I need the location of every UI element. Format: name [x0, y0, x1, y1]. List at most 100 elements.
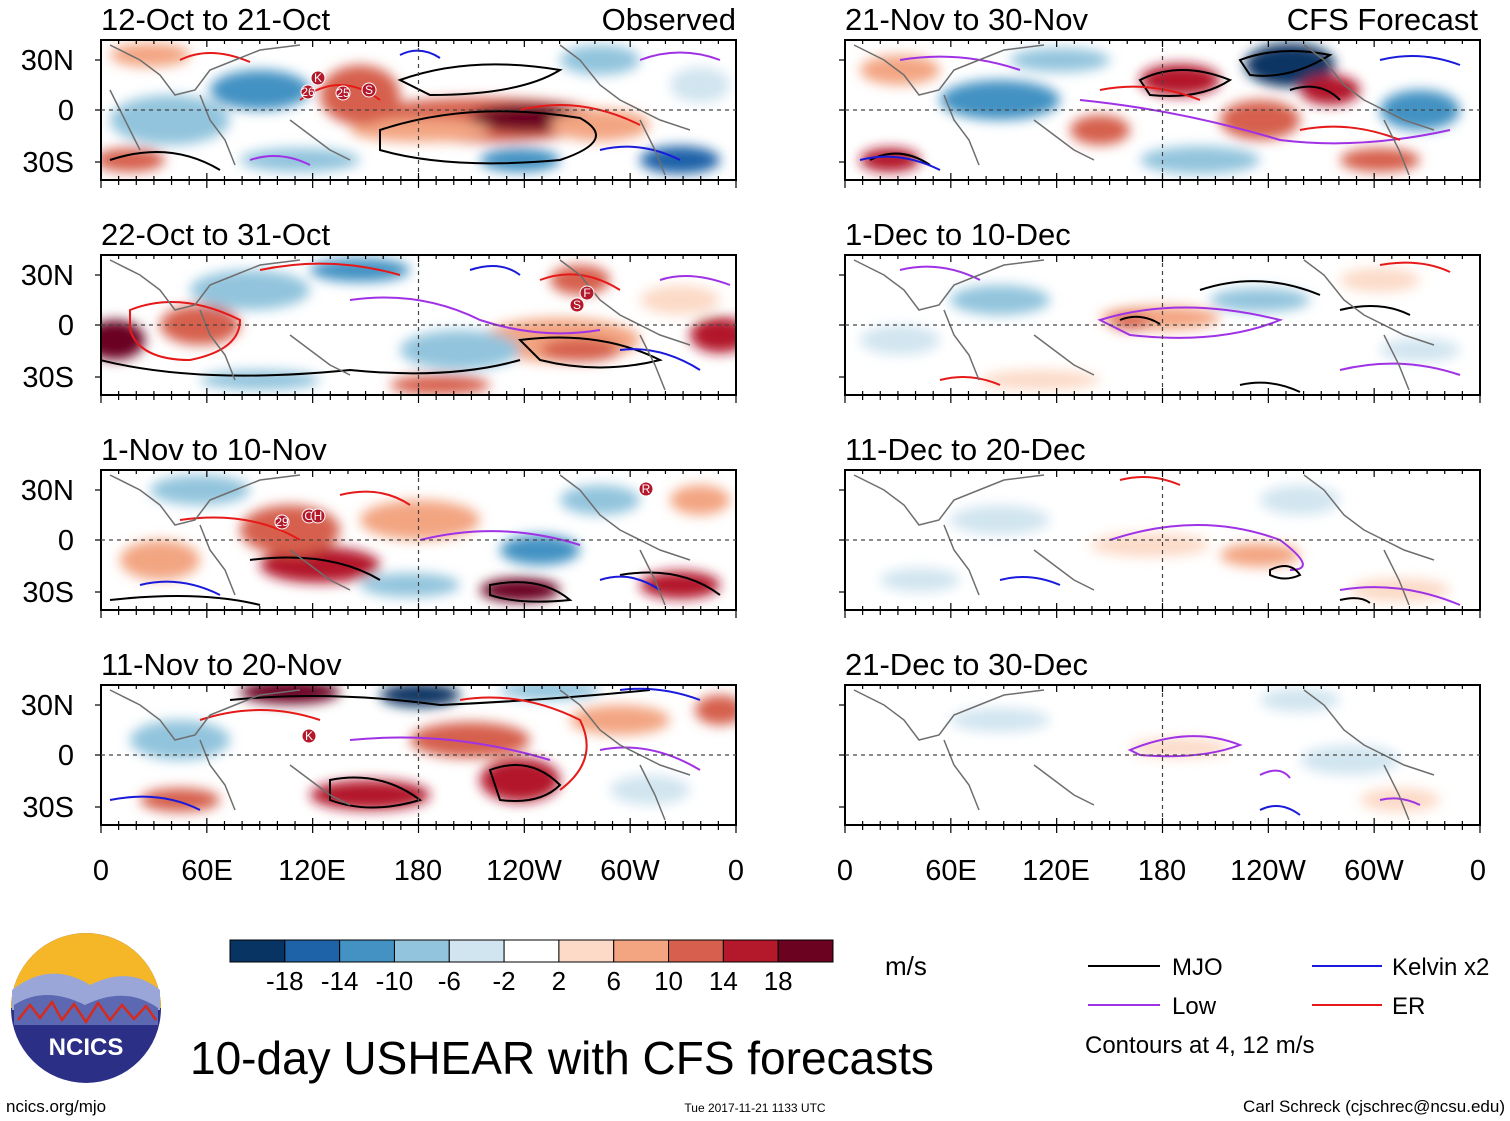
map-panel-5 — [844, 254, 1481, 396]
shear-anomaly-field — [109, 685, 736, 821]
lon-label: 180 — [394, 855, 442, 887]
timestamp: Tue 2017-11-21 1133 UTC — [684, 1101, 826, 1115]
lat-label: 30N — [21, 260, 74, 292]
storm-markers: F S — [569, 285, 595, 313]
colorbar-tick-label: 6 — [606, 966, 620, 996]
colorbar-swatch — [393, 939, 450, 963]
shear-anomaly-field — [109, 474, 730, 606]
figure-title: 10-day USHEAR with CFS forecasts — [190, 1032, 934, 1084]
legend-label-kelvin: Kelvin x2 — [1392, 954, 1489, 981]
author-credit: Carl Schreck (cjschrec@ncsu.edu) — [1243, 1097, 1505, 1116]
colorbar-tick-label: -10 — [376, 966, 414, 996]
panel-title: 22-Oct to 31-Oct — [101, 217, 331, 252]
colorbar-swatch — [668, 939, 724, 963]
storm-marker-label: S — [573, 298, 581, 312]
panel-title: 12-Oct to 21-Oct — [101, 2, 331, 37]
colorbar-swatch — [503, 939, 560, 963]
storm-marker-label: 26 — [301, 85, 315, 99]
storm-marker-label: R — [642, 482, 651, 496]
lon-label: 60W — [600, 855, 660, 887]
lat-label: 30N — [21, 45, 74, 77]
lat-label: 30N — [21, 690, 74, 722]
map-panel-0: K 26 25 S — [100, 39, 737, 181]
lat-label: 0 — [58, 95, 74, 127]
colorbar-tick-label: 18 — [764, 966, 793, 996]
axis-ticks — [95, 40, 1481, 833]
lat-labels: 30N 0 30S 30N 0 30S 30N 0 30S 30N 0 30S — [21, 45, 74, 824]
colorbar-tick-label: 14 — [709, 966, 738, 996]
storm-markers: 29 O H R — [274, 481, 654, 530]
colorbar-tick-label: 2 — [552, 966, 566, 996]
legend-note: Contours at 4, 12 m/s — [1085, 1032, 1314, 1059]
lat-label: 0 — [58, 525, 74, 557]
lon-label: 0 — [728, 855, 744, 887]
colorbar-tick-label: -14 — [321, 966, 359, 996]
map-panel-7 — [844, 684, 1481, 826]
shear-anomaly-field — [101, 258, 736, 395]
colorbar-swatch — [613, 939, 670, 963]
lat-label: 0 — [58, 310, 74, 342]
colorbar-swatch — [448, 939, 505, 963]
lon-label: 120W — [486, 855, 562, 887]
storm-markers: K — [301, 728, 317, 744]
colorbar-tick-label: 10 — [654, 966, 683, 996]
colorbar-swatch — [777, 939, 834, 963]
lon-label: 120W — [1230, 855, 1306, 887]
lat-label: 30S — [22, 147, 74, 179]
lon-labels-left: 0 60E 120E 180 120W 60W 0 — [93, 855, 744, 887]
lat-label: 30S — [22, 577, 74, 609]
panel-title: 11-Dec to 20-Dec — [845, 432, 1086, 467]
colorbar-tick-label: -18 — [266, 966, 304, 996]
shear-anomaly-field — [853, 43, 1461, 176]
map-panel-1: F S — [100, 254, 737, 396]
lon-label: 120E — [1022, 855, 1090, 887]
lon-label: 0 — [93, 855, 109, 887]
legend-label-mjo: MJO — [1172, 954, 1223, 981]
lon-label: 60W — [1344, 855, 1404, 887]
legend: MJO Kelvin x2 Low ER Contours at 4, 12 m… — [1085, 954, 1489, 1059]
ncics-logo: NCICS — [11, 933, 161, 1083]
column-label-observed: Observed — [602, 2, 736, 37]
colorbar-tick-label: -6 — [438, 966, 461, 996]
shear-anomaly-field — [853, 688, 1440, 821]
panel-title: 11-Nov to 20-Nov — [101, 647, 342, 682]
colorbar-swatch — [558, 939, 615, 963]
colorbar-tick-label: -2 — [493, 966, 516, 996]
legend-label-er: ER — [1392, 993, 1425, 1020]
colorbar-swatch — [722, 939, 779, 963]
colorbar-swatch — [229, 939, 286, 963]
panel-title: 21-Dec to 30-Dec — [845, 647, 1088, 682]
map-panel-3: K — [100, 684, 737, 826]
shear-anomaly-field — [853, 474, 1461, 606]
lon-labels-right: 0 60E 120E 180 120W 60W 0 — [837, 855, 1486, 887]
lat-label: 30S — [22, 362, 74, 394]
lon-label: 60E — [925, 855, 977, 887]
map-panel-2: 29 O H R — [100, 469, 737, 611]
storm-markers: K 26 25 S — [300, 70, 377, 101]
lon-label: 0 — [1470, 855, 1486, 887]
storm-marker-label: K — [314, 71, 322, 85]
storm-marker-label: F — [583, 286, 590, 300]
panel-title: 1-Dec to 10-Dec — [845, 217, 1071, 252]
colorbar-units: m/s — [885, 951, 927, 981]
lat-label: 30N — [21, 475, 74, 507]
logo-text: NCICS — [49, 1034, 124, 1061]
lon-label: 0 — [837, 855, 853, 887]
shear-anomaly-field — [101, 43, 730, 176]
lat-label: 0 — [58, 740, 74, 772]
map-panel-6 — [844, 469, 1481, 611]
storm-marker-label: 29 — [275, 515, 289, 529]
storm-marker-label: O — [304, 509, 313, 523]
column-label-forecast: CFS Forecast — [1287, 2, 1479, 37]
lat-label: 30S — [22, 792, 74, 824]
lon-label: 180 — [1138, 855, 1186, 887]
storm-marker-label: S — [365, 83, 373, 97]
storm-marker-label: 25 — [336, 86, 350, 100]
colorbar: -18 -14 -10 -6 -2 2 6 10 14 18 — [229, 939, 834, 996]
lon-label: 120E — [278, 855, 346, 887]
site-url: ncics.org/mjo — [6, 1097, 106, 1116]
panel-title: 21-Nov to 30-Nov — [845, 2, 1088, 37]
colorbar-swatch — [339, 939, 395, 963]
lon-label: 60E — [181, 855, 233, 887]
shear-anomaly-field — [853, 259, 1461, 393]
